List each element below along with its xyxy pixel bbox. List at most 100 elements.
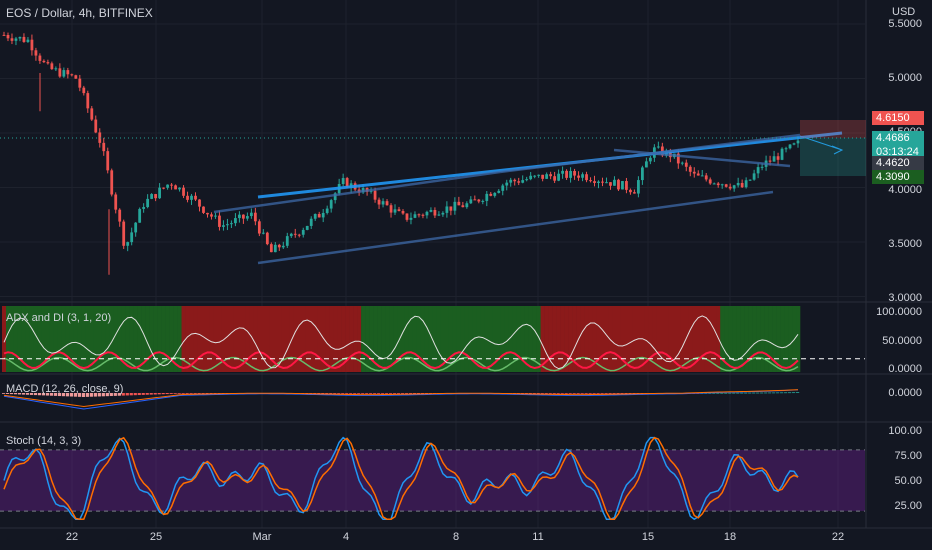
macd-histogram-bar	[768, 392, 772, 394]
macd-histogram-bar	[41, 393, 46, 396]
macd-histogram-bar	[728, 392, 732, 394]
adx-bg-bar	[25, 306, 31, 372]
adx-bg-bar	[496, 306, 502, 372]
x-tick: 4	[342, 531, 350, 543]
macd-histogram-bar	[564, 393, 568, 394]
adx-bg-bar	[153, 306, 158, 372]
adx-bg-bar	[121, 306, 126, 372]
candle-body	[186, 195, 189, 200]
adx-bg-bar	[337, 306, 342, 372]
macd-histogram-bar	[157, 393, 161, 395]
adx-bg-bar	[5, 306, 11, 372]
macd-histogram-bar	[93, 393, 97, 397]
adx-bg-bar	[404, 306, 410, 372]
candle-body	[644, 161, 648, 168]
adx-label[interactable]: ADX and DI (3, 1, 20)	[6, 312, 112, 324]
macd-histogram-bar	[333, 393, 337, 394]
candle-body	[752, 173, 756, 180]
macd-histogram-bar	[9, 393, 14, 395]
adx-bg-bar	[209, 306, 214, 372]
adx-bg-bar	[612, 306, 617, 372]
stoch-axis-label: 50.00	[894, 475, 922, 487]
macd-histogram-bar	[85, 393, 89, 397]
x-tick: 15	[641, 531, 655, 543]
adx-bg-bar	[213, 306, 218, 372]
price-pane[interactable]	[0, 31, 866, 275]
adx-bg-bar	[113, 306, 119, 372]
macd-histogram-bar	[33, 393, 38, 396]
adx-bg-bar	[448, 306, 454, 372]
candle-body	[373, 190, 377, 200]
adx-bg-bar	[744, 306, 749, 372]
macd-histogram-bar	[724, 392, 728, 394]
x-tick: Mar	[252, 531, 272, 543]
macd-pane[interactable]	[2, 389, 800, 410]
adx-pane[interactable]	[0, 306, 865, 372]
macd-histogram-bar	[548, 393, 552, 394]
macd-histogram-bar	[141, 393, 145, 395]
adx-bg-bar	[37, 306, 43, 372]
candle-body	[724, 184, 728, 187]
macd-histogram-bar	[317, 393, 321, 394]
candle-body	[369, 190, 373, 192]
candle-body	[640, 167, 644, 181]
candle-body	[190, 195, 193, 200]
candle-body	[445, 206, 449, 213]
candle-body	[38, 55, 42, 61]
adx-bg-bar	[81, 306, 87, 372]
macd-histogram-bar	[169, 393, 173, 394]
symbol-title[interactable]: EOS / Dollar, 4h, BITFINEX	[6, 6, 153, 20]
macd-histogram-bar	[540, 393, 544, 394]
price-axis-label: 3.0000	[888, 292, 922, 304]
adx-bg-bar	[173, 306, 178, 372]
x-tick: 22	[831, 531, 845, 543]
candle-body	[397, 209, 401, 211]
macd-histogram-bar	[121, 393, 125, 396]
adx-bg-bar	[500, 306, 506, 372]
macd-histogram-bar	[616, 393, 620, 394]
candle-body	[453, 201, 457, 211]
candle-body	[90, 108, 94, 120]
adx-bg-bar	[668, 306, 673, 372]
adx-bg-bar	[696, 306, 701, 372]
candle-body	[305, 225, 309, 230]
adx-bg-bar	[784, 306, 789, 372]
macd-histogram-bar	[528, 393, 532, 394]
adx-bg-bar	[161, 306, 166, 372]
candle-body	[222, 225, 225, 227]
macd-histogram-bar	[369, 393, 373, 394]
candle-body	[593, 181, 596, 183]
adx-bg-bar	[440, 306, 446, 372]
candle-body	[609, 182, 612, 186]
adx-axis-label: 50.0000	[882, 335, 922, 347]
macd-histogram-bar	[628, 393, 632, 394]
adx-bg-bar	[756, 306, 761, 372]
adx-bg-bar	[672, 306, 677, 372]
macd-histogram-bar	[397, 393, 401, 394]
candle-body	[696, 173, 700, 176]
macd-histogram-bar	[25, 393, 30, 395]
adx-bg-bar	[464, 306, 470, 372]
candle-body	[513, 179, 517, 182]
macd-histogram-bar	[29, 393, 34, 395]
adx-bg-bar	[45, 306, 51, 372]
adx-bg-bar	[325, 306, 330, 372]
candle-body	[569, 170, 572, 178]
candle-body	[409, 217, 413, 220]
adx-bg-bar	[632, 306, 637, 372]
adx-bg-bar	[265, 306, 270, 372]
macd-line	[3, 389, 799, 410]
x-tick: 18	[723, 531, 737, 543]
candle-body	[525, 179, 529, 181]
candle-body	[489, 193, 493, 196]
stoch-pane[interactable]	[0, 436, 865, 521]
macd-histogram-bar	[544, 393, 548, 394]
candle-body	[26, 39, 30, 42]
stoch-label[interactable]: Stoch (14, 3, 3)	[6, 435, 82, 447]
adx-bg-bar	[345, 306, 350, 372]
macd-label[interactable]: MACD (12, 26, close, 9)	[6, 383, 124, 395]
candle-body	[102, 142, 106, 152]
trendline	[213, 170, 501, 214]
adx-bg-bar	[353, 306, 358, 372]
candle-body	[481, 200, 485, 202]
